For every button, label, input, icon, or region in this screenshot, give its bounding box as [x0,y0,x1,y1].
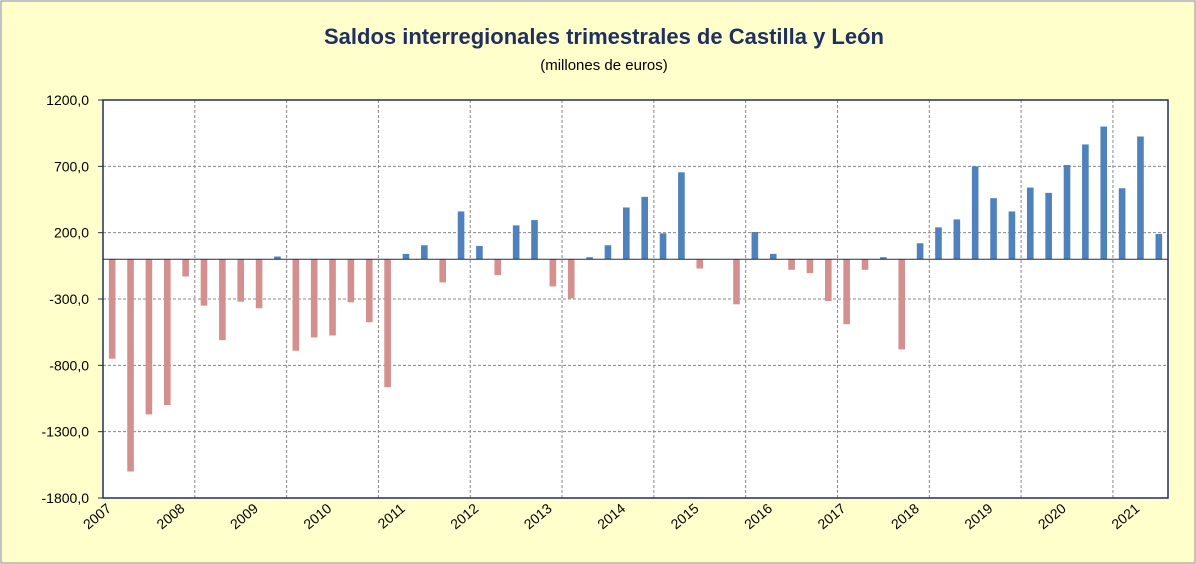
bar [1155,233,1163,260]
bar [696,259,704,269]
bar [604,245,612,260]
bar [990,198,997,260]
y-tick-label: -300,0 [49,291,89,307]
bar [1026,187,1034,260]
bar [861,259,869,270]
bar [384,259,391,388]
bar [898,259,906,350]
y-tick-label: -800,0 [49,357,89,373]
bar [953,219,961,260]
bar [751,232,759,260]
bar [237,259,245,302]
bar [531,220,538,260]
bar [347,259,355,303]
bar [678,172,685,260]
bar [476,245,483,260]
bar [1082,144,1089,260]
chart-subtitle: (millones de euros) [540,57,668,74]
bar [824,259,832,301]
bar [274,256,281,260]
bar [1100,126,1108,260]
bar [512,225,520,260]
bar [1137,136,1144,260]
bar [567,259,575,299]
bar [641,196,648,260]
bar [219,259,226,341]
bar [402,253,410,260]
bar [971,166,979,260]
bar [310,259,318,338]
bar [145,259,153,415]
bar [108,259,116,359]
bar [880,257,887,260]
bar [586,257,593,260]
bar [200,259,208,306]
y-tick-label: 200,0 [54,225,89,241]
bar [806,259,814,274]
bar [494,259,502,276]
bar [659,233,667,260]
bar [457,211,465,260]
bar [916,243,924,260]
bar [439,259,447,283]
bar [329,259,336,336]
bar [788,259,795,270]
bar [843,259,850,325]
bar [421,245,428,260]
bar [769,253,777,260]
bar [1063,165,1071,260]
bar [549,259,557,287]
bar [1118,188,1126,260]
bar [182,259,189,277]
bar [1008,211,1016,260]
y-tick-label: -1300,0 [42,424,90,440]
bar [733,259,740,305]
bar [935,227,942,260]
plot-border [102,99,1169,499]
y-tick-label: 700,0 [54,158,89,174]
bar [127,259,134,472]
y-tick-label: -1800,0 [42,490,90,506]
bar [1045,192,1052,260]
bar [623,207,630,260]
bar [292,259,300,351]
bar [365,259,373,323]
bar [163,259,171,406]
y-tick-label: 1200,0 [46,92,89,108]
bar [255,259,263,309]
chart-title: Saldos interregionales trimestrales de C… [324,24,884,49]
